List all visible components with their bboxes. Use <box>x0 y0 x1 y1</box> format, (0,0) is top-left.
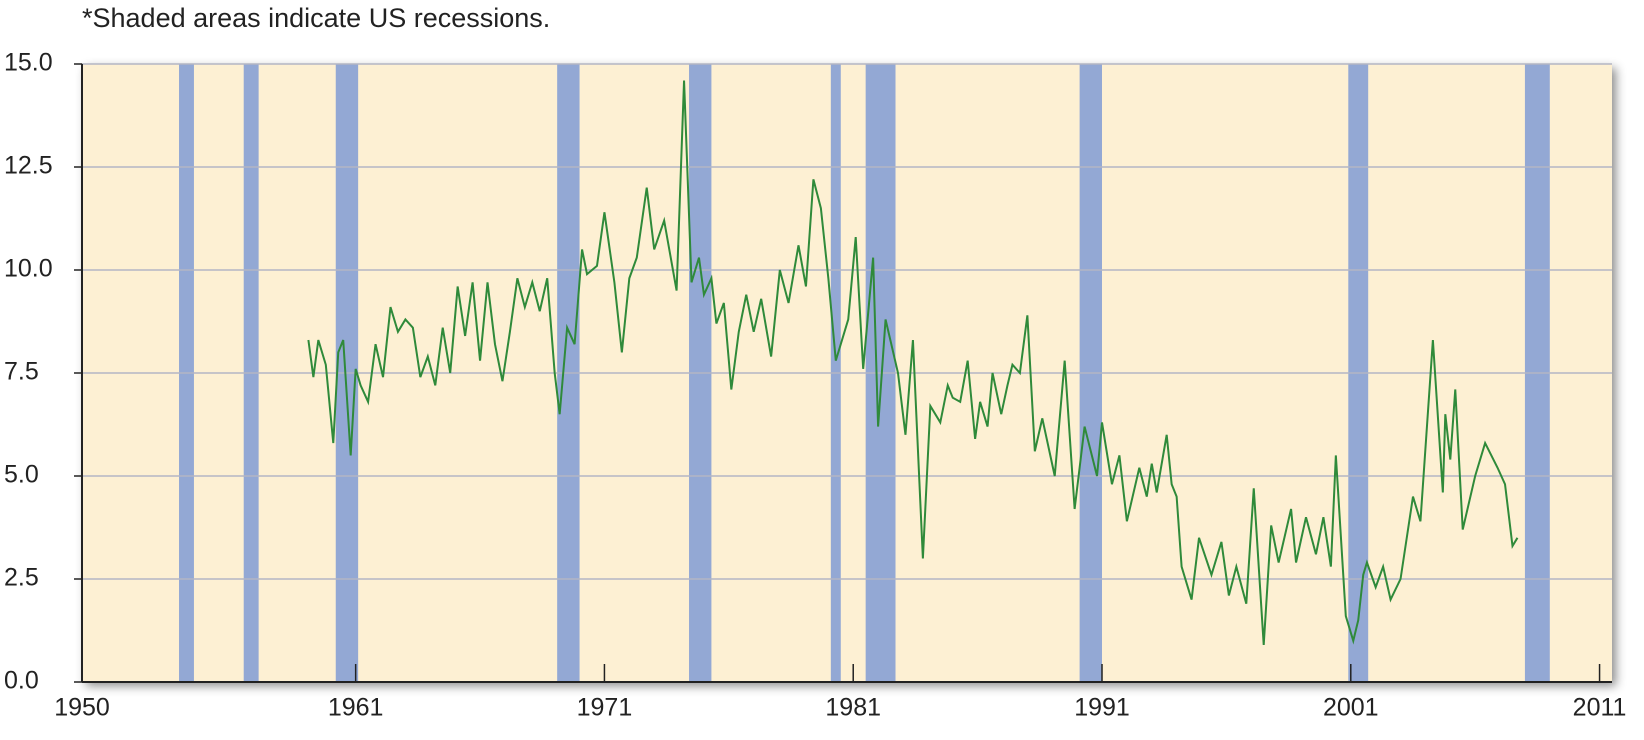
annotation: *Shaded areas indicate US recessions. <box>82 3 550 33</box>
x-tick-label: 1971 <box>577 694 633 722</box>
x-tick-label: 1981 <box>825 694 881 722</box>
y-tick-label: 2.5 <box>4 564 39 592</box>
x-tick-label: 1991 <box>1074 694 1130 722</box>
y-tick-label: 5.0 <box>4 461 39 489</box>
x-tick-label: 1950 <box>54 694 110 722</box>
x-tick-label: 2011 <box>1573 694 1627 722</box>
y-tick-label: 15.0 <box>4 49 53 77</box>
y-tick-label: 7.5 <box>4 358 39 386</box>
data-line <box>307 80 1519 645</box>
y-tick-label: 12.5 <box>4 152 53 180</box>
y-tick-label: 10.0 <box>4 255 53 283</box>
x-tick-label: 2001 <box>1323 694 1379 722</box>
y-tick-label: 0.0 <box>4 667 39 695</box>
x-tick-label: 1961 <box>328 694 384 722</box>
